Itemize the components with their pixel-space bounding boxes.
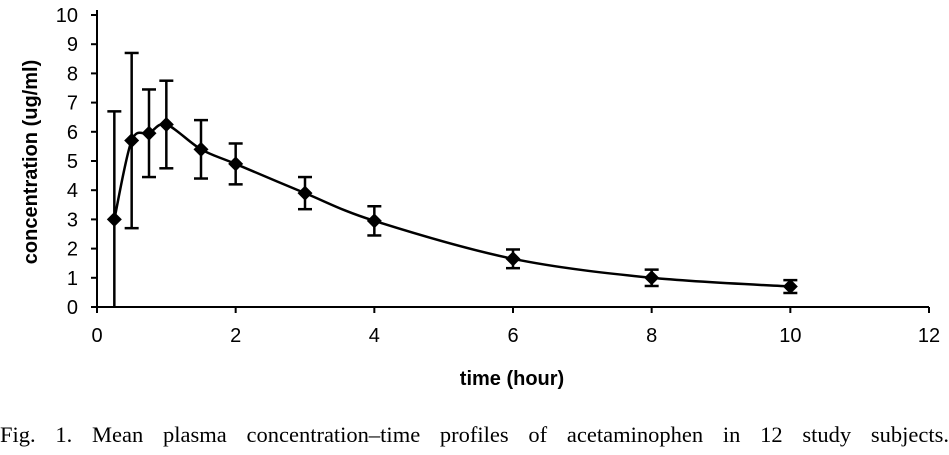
- y-tick-label: 4: [67, 180, 78, 202]
- y-tick-label: 6: [67, 122, 78, 144]
- data-point-marker: [505, 251, 521, 267]
- data-point-marker: [158, 117, 174, 132]
- x-axis-label: time (hour): [460, 368, 564, 390]
- y-axis-ticks: 0 1 2 3 4 5 6 7 8 9 10: [56, 5, 97, 319]
- error-bars: [107, 51, 798, 307]
- data-point-marker: [141, 125, 157, 141]
- y-tick-label: 2: [67, 239, 78, 261]
- y-tick-label: 10: [56, 5, 78, 27]
- error-bar: [107, 110, 122, 307]
- series-line: [113, 122, 791, 288]
- x-tick-label: 6: [507, 325, 518, 347]
- x-tick-label: 2: [230, 325, 241, 347]
- data-point-marker: [297, 185, 313, 201]
- data-point-marker: [124, 133, 140, 149]
- y-tick-label: 9: [67, 34, 78, 56]
- data-point-marker: [193, 141, 209, 157]
- x-tick-label: 0: [91, 325, 102, 347]
- x-tick-label: 8: [646, 325, 657, 347]
- y-tick-label: 5: [67, 151, 78, 173]
- data-point-marker: [106, 211, 122, 227]
- y-tick-label: 1: [67, 268, 78, 290]
- x-axis-ticks: 0 2 4 6 8 10 12: [91, 307, 940, 347]
- y-tick-label: 8: [67, 63, 78, 85]
- x-tick-label: 4: [369, 325, 380, 347]
- data-point-marker: [228, 156, 244, 172]
- y-tick-label: 0: [67, 297, 78, 319]
- x-tick-label: 12: [918, 325, 940, 347]
- y-tick-label: 3: [67, 209, 78, 231]
- x-tick-label: 10: [779, 325, 801, 347]
- y-tick-label: 7: [67, 93, 78, 115]
- y-axis-label: concentration (ug/ml): [20, 60, 42, 264]
- data-point-marker: [782, 279, 798, 295]
- figure-caption: Fig. 1. Mean plasma concentration–time p…: [0, 422, 949, 447]
- data-markers: [106, 117, 798, 295]
- data-point-marker: [644, 270, 660, 286]
- data-point-marker: [366, 213, 382, 229]
